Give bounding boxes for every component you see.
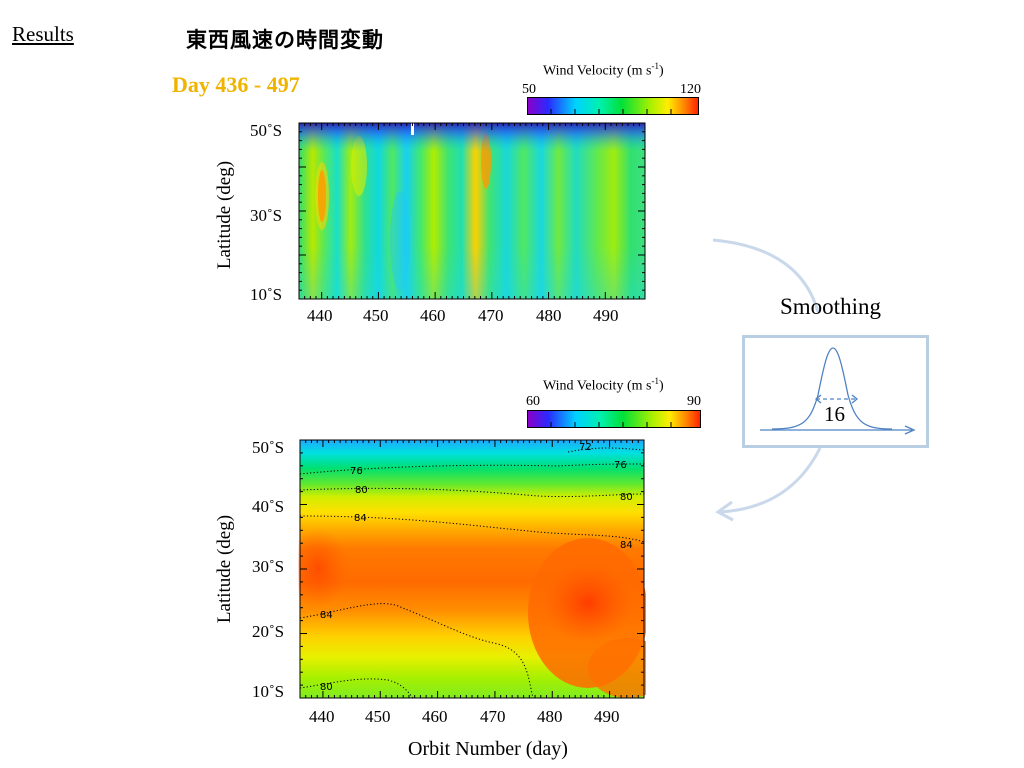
bottom-heatmap: 72 76 76 80 80 84 84 84 80 <box>298 439 646 699</box>
top-y-axis-title: Latitude (deg) <box>214 160 235 270</box>
bottom-y-tick-40: 40˚S <box>252 497 285 516</box>
bottom-colorbar-min: 60 <box>526 394 540 409</box>
bottom-x-tick-440: 440 <box>309 707 335 726</box>
top-x-tick-450: 450 <box>363 306 389 325</box>
top-x-tick-490: 490 <box>593 306 619 325</box>
top-colorbar-min: 50 <box>522 82 536 97</box>
top-x-tick-480: 480 <box>536 306 562 325</box>
top-y-tick-50: 50˚S <box>250 121 283 140</box>
bottom-x-tick-460: 460 <box>422 707 448 726</box>
top-x-tick-470: 470 <box>478 306 504 325</box>
svg-text:80: 80 <box>320 682 333 693</box>
top-y-tick-30: 30˚S <box>250 206 283 225</box>
top-colorbar-max: 120 <box>680 82 701 97</box>
svg-text:72: 72 <box>579 442 592 453</box>
svg-text:80: 80 <box>355 485 368 496</box>
section-label: Results <box>12 22 74 46</box>
top-colorbar-title: Wind Velocity (m s-1) <box>543 61 664 79</box>
bottom-colorbar-max: 90 <box>687 394 701 409</box>
svg-text:84: 84 <box>620 540 633 551</box>
bottom-y-tick-30: 30˚S <box>252 557 285 576</box>
smoothing-window-value: 16 <box>824 402 845 426</box>
smoothing-label: Smoothing <box>780 294 881 319</box>
top-x-tick-440: 440 <box>307 306 333 325</box>
bottom-y-axis-title: Latitude (deg) <box>214 514 235 624</box>
bottom-x-tick-480: 480 <box>537 707 563 726</box>
bottom-x-axis-title: Orbit Number (day) <box>408 738 568 760</box>
svg-text:76: 76 <box>350 466 363 477</box>
slide-title: 東西風速の時間変動 <box>186 28 384 52</box>
top-y-tick-10: 10˚S <box>250 285 283 304</box>
bottom-y-tick-10: 10˚S <box>252 682 285 701</box>
bottom-x-tick-450: 450 <box>365 707 391 726</box>
top-x-tick-460: 460 <box>420 306 446 325</box>
bottom-y-tick-20: 20˚S <box>252 622 285 641</box>
day-range-label: Day 436 - 497 <box>172 72 300 97</box>
bottom-x-tick-490: 490 <box>594 707 620 726</box>
svg-text:84: 84 <box>354 513 367 524</box>
smoothing-kernel-inset <box>742 335 929 448</box>
svg-text:76: 76 <box>614 460 627 471</box>
svg-text:84: 84 <box>320 610 333 621</box>
top-colorbar <box>527 97 699 115</box>
top-heatmap <box>298 122 646 300</box>
bottom-y-tick-50: 50˚S <box>252 438 285 457</box>
smoothing-arrow <box>712 238 822 522</box>
bottom-x-tick-470: 470 <box>480 707 506 726</box>
bottom-colorbar <box>527 410 701 428</box>
bottom-colorbar-title: Wind Velocity (m s-1) <box>543 376 664 394</box>
svg-text:80: 80 <box>620 492 633 503</box>
